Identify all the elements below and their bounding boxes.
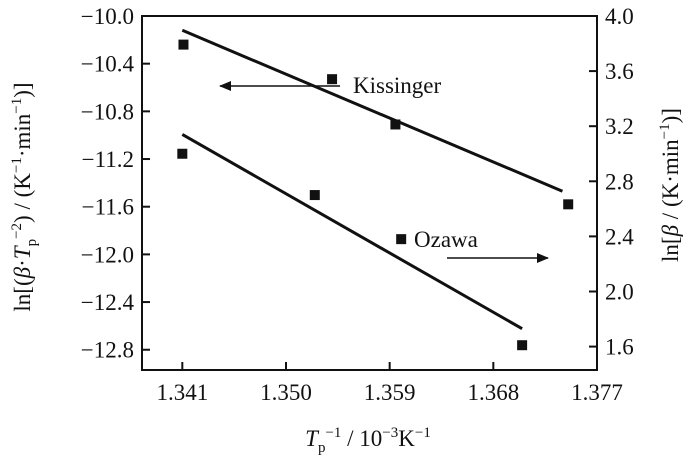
kissinger-data-point (178, 39, 189, 50)
ozawa-fit-line (181, 133, 523, 330)
kissinger-data-point (563, 199, 574, 210)
series-annotations: Kissinger Ozawa (219, 73, 549, 263)
kissinger-label: Kissinger (353, 73, 442, 98)
y-right-tick-label: 1.6 (605, 335, 634, 360)
ozawa-label: Ozawa (414, 227, 478, 252)
y-right-tick-label: 4.0 (605, 4, 634, 29)
fit-lines (181, 28, 564, 330)
plot-frame (141, 15, 598, 371)
y-right-tick-label: 2.8 (605, 169, 634, 194)
x-tick-label: 1.350 (260, 380, 312, 405)
x-axis-title: Tp−1 / 10−3K−1 (305, 425, 431, 456)
y-left-tick-label: −12.0 (81, 242, 134, 267)
x-tick-label: 1.341 (156, 380, 208, 405)
x-axis-ticks: 1.341 1.350 1.359 1.368 1.377 (156, 362, 623, 405)
x-tick-label: 1.377 (571, 380, 623, 405)
x-tick-label: 1.368 (467, 380, 519, 405)
y-left-tick-label: −11.6 (82, 195, 134, 220)
kissinger-data-point (390, 119, 401, 130)
y-right-tick-label: 2.0 (605, 279, 634, 304)
kissinger-data-point (327, 74, 338, 85)
ozawa-data-point (396, 234, 407, 245)
y-left-tick-label: −10.4 (81, 52, 135, 77)
y-right-axis-ticks: 4.0 3.6 3.2 2.8 2.4 2.0 1.6 (589, 4, 634, 360)
y-right-axis-title: ln[β / (K·min−1)] (657, 108, 683, 262)
y-left-tick-label: −10.8 (81, 99, 134, 124)
y-left-tick-label: −12.8 (81, 338, 134, 363)
y-left-axis-ticks: −10.0 −10.4 −10.8 −11.2 −11.6 −12.0 −12.4 −12.8 (81, 4, 150, 363)
ozawa-data-point (177, 148, 188, 159)
y-left-tick-label: −12.4 (81, 290, 135, 315)
x-tick-label: 1.359 (364, 380, 416, 405)
y-left-tick-label: −10.0 (81, 4, 134, 29)
y-right-tick-label: 2.4 (605, 224, 634, 249)
data-points (177, 39, 574, 351)
ozawa-data-point (309, 190, 320, 201)
kissinger-fit-line (181, 28, 564, 193)
y-left-axis-title: ln[(β·Tp−2) / (K−1·min−1)] (9, 82, 40, 311)
y-left-tick-label: −11.2 (82, 147, 134, 172)
y-right-tick-label: 3.6 (605, 59, 634, 84)
ozawa-data-point (517, 340, 528, 351)
y-right-tick-label: 3.2 (605, 114, 634, 139)
